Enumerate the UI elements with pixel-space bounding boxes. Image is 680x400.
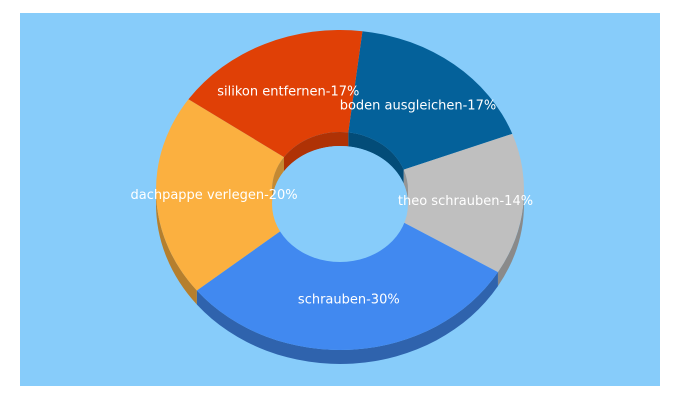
chart-panel: boden ausgleichen-17% theo schrauben-14% s… bbox=[20, 13, 660, 386]
slice-inner-wall-0-0 bbox=[348, 132, 404, 184]
slice-label-0: boden ausgleichen-17% bbox=[340, 98, 497, 113]
pie-slice-1[interactable] bbox=[398, 133, 524, 273]
slice-inner-wall-3-0 bbox=[272, 157, 284, 204]
slice-side-wall-1-0 bbox=[497, 190, 524, 287]
pie-slice-0[interactable] bbox=[348, 31, 513, 170]
slice-label-3: dachpappe verlegen-20% bbox=[130, 188, 297, 203]
slice-label-4: silikon entfernen-17% bbox=[217, 85, 359, 100]
slice-inner-wall-4-0 bbox=[283, 132, 349, 172]
slice-inner-wall-1-0 bbox=[403, 169, 408, 204]
donut-hole bbox=[272, 146, 408, 262]
slice-side-wall-3-0 bbox=[156, 190, 197, 305]
pie-slice-3[interactable] bbox=[156, 99, 288, 291]
slice-label-2: schrauben-30% bbox=[298, 293, 400, 308]
pie-slice-2[interactable] bbox=[196, 219, 498, 350]
slice-side-wall-2-0 bbox=[196, 272, 498, 364]
pie-slice-4[interactable] bbox=[188, 30, 363, 158]
slice-label-1: theo schrauben-14% bbox=[398, 194, 533, 209]
